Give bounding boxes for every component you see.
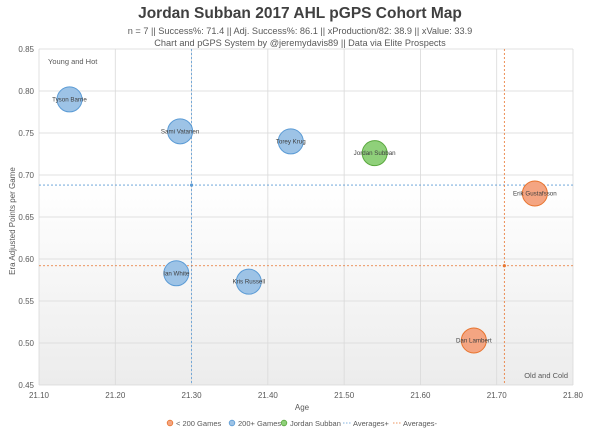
average-lines bbox=[39, 49, 573, 385]
legend-marker bbox=[280, 419, 288, 427]
bubble bbox=[361, 140, 388, 167]
legend-label: Averages+ bbox=[353, 419, 390, 428]
legend-marker bbox=[166, 419, 174, 427]
x-tick-label: 21.30 bbox=[182, 391, 203, 400]
point-kris-russell: Kris Russell bbox=[232, 268, 265, 295]
y-tick-label: 0.75 bbox=[18, 129, 34, 138]
average-minus-point bbox=[502, 264, 506, 268]
point-label: Erik Gustafsson bbox=[513, 190, 557, 197]
legend-label: < 200 Games bbox=[176, 419, 221, 428]
legend-item-0: < 200 Games bbox=[166, 419, 221, 428]
point-label: Jordan Subban bbox=[354, 150, 397, 157]
bubble bbox=[277, 128, 304, 155]
x-tick-label: 21.20 bbox=[105, 391, 126, 400]
point-label: Tyson Barrie bbox=[52, 96, 87, 103]
bubble bbox=[235, 268, 262, 295]
bubble bbox=[167, 118, 194, 145]
point-label: Ian White bbox=[163, 270, 190, 277]
y-tick-label: 0.60 bbox=[18, 255, 34, 264]
average-plus-point bbox=[189, 183, 194, 187]
y-tick-label: 0.65 bbox=[18, 213, 34, 222]
y-tick-label: 0.55 bbox=[18, 297, 34, 306]
x-tick-label: 21.40 bbox=[258, 391, 279, 400]
legend-marker bbox=[228, 419, 236, 427]
point-sami-vatanen: Sami Vatanen bbox=[161, 118, 200, 145]
point-ian-white: Ian White bbox=[163, 260, 190, 287]
point-jordan-subban: Jordan Subban bbox=[354, 140, 397, 167]
legend-item-2: Jordan Subban bbox=[280, 419, 341, 428]
data-points: Erik Gustafsson Dan Lambert Tyson Barrie Sa… bbox=[52, 86, 557, 354]
point-label: Sami Vatanen bbox=[161, 128, 200, 135]
y-tick-label: 0.85 bbox=[18, 45, 34, 54]
point-tyson-barrie: Tyson Barrie bbox=[52, 86, 87, 113]
point-label: Kris Russell bbox=[232, 279, 265, 286]
point-dan-lambert: Dan Lambert bbox=[456, 327, 492, 354]
y-tick-label: 0.70 bbox=[18, 171, 34, 180]
legend-label: Averages- bbox=[403, 419, 438, 428]
y-axis-label: Era Adjusted Points per Game bbox=[8, 167, 17, 275]
y-axis-ticks: 0.45 0.50 0.55 0.60 0.65 0.70 0.75 0.80 0.85 bbox=[18, 45, 34, 390]
legend-item-4: Averages- bbox=[393, 419, 438, 428]
x-tick-label: 21.60 bbox=[410, 391, 431, 400]
x-tick-label: 21.70 bbox=[487, 391, 508, 400]
legend: < 200 Games 200+ Games Jordan Subban Averag… bbox=[166, 419, 438, 428]
legend-item-3: Averages+ bbox=[343, 419, 390, 428]
x-tick-label: 21.50 bbox=[334, 391, 355, 400]
legend-label: Jordan Subban bbox=[290, 419, 341, 428]
chart-title: Jordan Subban 2017 AHL pGPS Cohort Map bbox=[138, 5, 462, 22]
legend-item-1: 200+ Games bbox=[228, 419, 281, 428]
bubble bbox=[460, 327, 487, 354]
point-torey-krug: Torey Krug bbox=[276, 128, 306, 155]
y-tick-label: 0.50 bbox=[18, 339, 34, 348]
bubble bbox=[521, 180, 548, 207]
point-erik-gustafsson: Erik Gustafsson bbox=[513, 180, 557, 207]
chart-subtitle-line2: Chart and pGPS System by @jeremydavis89 … bbox=[154, 38, 446, 48]
y-tick-label: 0.45 bbox=[18, 381, 34, 390]
legend-label: 200+ Games bbox=[238, 419, 281, 428]
point-label: Dan Lambert bbox=[456, 337, 492, 344]
point-label: Torey Krug bbox=[276, 138, 306, 145]
quadrant-label-young-hot: Young and Hot bbox=[48, 57, 98, 66]
y-tick-label: 0.80 bbox=[18, 87, 34, 96]
x-tick-label: 21.80 bbox=[563, 391, 584, 400]
quadrant-label-old-cold: Old and Cold bbox=[524, 371, 568, 380]
bubble bbox=[163, 260, 190, 287]
chart-subtitle-line1: n = 7 || Success%: 71.4 || Adj. Success%… bbox=[128, 26, 473, 36]
x-tick-label: 21.10 bbox=[29, 391, 50, 400]
x-axis-label: Age bbox=[295, 403, 310, 412]
x-axis-ticks: 21.10 21.20 21.30 21.40 21.50 21.60 21.70 21.80 bbox=[29, 391, 584, 400]
bubble bbox=[56, 86, 83, 113]
